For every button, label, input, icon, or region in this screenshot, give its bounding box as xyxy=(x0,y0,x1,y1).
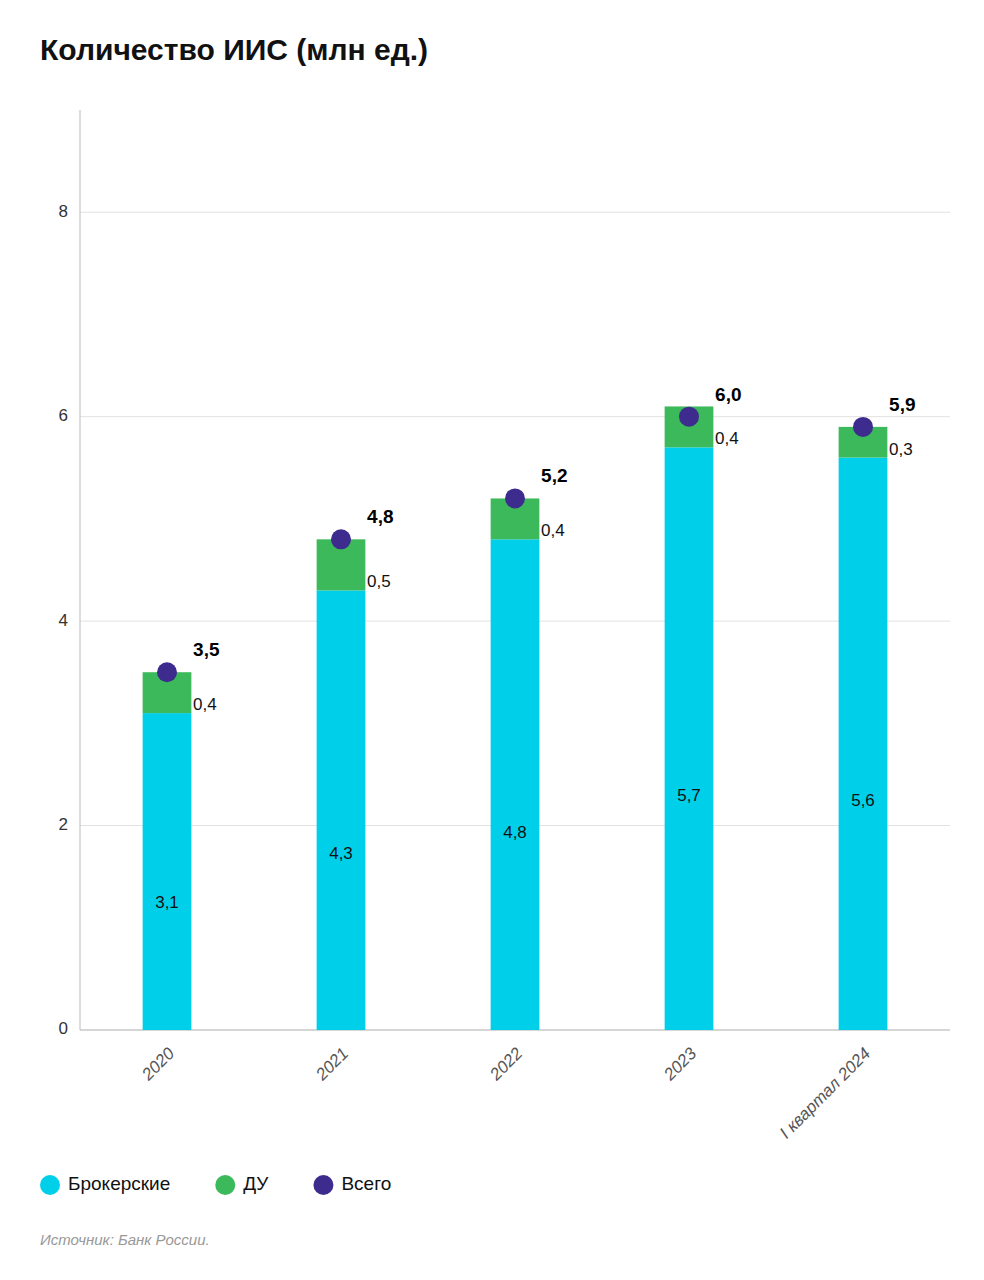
data-label: 3,1 xyxy=(155,893,179,912)
data-label: 4,3 xyxy=(329,844,353,863)
x-tick-label: 2022 xyxy=(485,1043,526,1084)
chart: Количество ИИС (млн ед.) 0 2 4 6 8 3,1 4,3 4,8 5,… xyxy=(0,0,984,1280)
y-tick-label: 0 xyxy=(59,1019,68,1038)
data-label: 4,8 xyxy=(367,506,393,527)
y-tick-label: 6 xyxy=(59,406,68,425)
annotation: Источник: Банк России. xyxy=(40,1231,210,1248)
legend-marker xyxy=(215,1175,235,1195)
legend-label: Всего xyxy=(341,1173,391,1194)
title: Количество ИИС (млн ед.) xyxy=(40,33,428,66)
total-dot xyxy=(331,529,351,549)
bar xyxy=(665,406,714,447)
bar xyxy=(491,539,540,1030)
y-tick-label: 4 xyxy=(59,611,68,630)
data-label: 0,4 xyxy=(715,429,739,448)
legend-marker xyxy=(40,1175,60,1195)
data-label: 4,8 xyxy=(503,823,527,842)
bar xyxy=(839,458,888,1030)
data-label: 3,5 xyxy=(193,639,220,660)
data-label: 0,3 xyxy=(889,440,913,459)
data-labels: 3,1 4,3 4,8 5,7 5,6 0,4 0,5 0,4 0,4 0,3 3,5 4,8 5,2 6… xyxy=(155,384,915,912)
x-tick-label: 2020 xyxy=(137,1043,178,1084)
bar xyxy=(665,447,714,1030)
data-label: 0,5 xyxy=(367,572,391,591)
x-tick-label: 2021 xyxy=(311,1044,352,1085)
legend: Брокерские ДУ Всего xyxy=(40,1173,391,1195)
data-label: 0,4 xyxy=(541,521,565,540)
y-axis-line xyxy=(80,110,81,1030)
grid xyxy=(80,212,950,1030)
x-tick-label: 2023 xyxy=(659,1043,700,1084)
data-label: 5,6 xyxy=(851,791,875,810)
grid-line xyxy=(80,212,950,213)
background xyxy=(0,0,984,1280)
legend-marker xyxy=(313,1175,333,1195)
x-tick-label: I квартал 2024 xyxy=(776,1044,874,1142)
data-label: 5,2 xyxy=(541,465,567,486)
grid-line xyxy=(80,416,950,417)
y-tick-label: 2 xyxy=(59,815,68,834)
data-label: 6,0 xyxy=(715,384,741,405)
total-dot xyxy=(157,662,177,682)
data-label: 0,4 xyxy=(193,695,217,714)
bar xyxy=(317,590,366,1030)
total-dot xyxy=(505,488,525,508)
data-label: 5,9 xyxy=(889,394,915,415)
legend-label: ДУ xyxy=(243,1173,269,1194)
bar xyxy=(143,713,192,1030)
total-dot xyxy=(679,407,699,427)
data-label: 5,7 xyxy=(677,786,701,805)
y-tick-label: 8 xyxy=(59,202,68,221)
marks xyxy=(143,406,888,1030)
legend-label: Брокерские xyxy=(68,1173,170,1194)
total-dot xyxy=(853,417,873,437)
